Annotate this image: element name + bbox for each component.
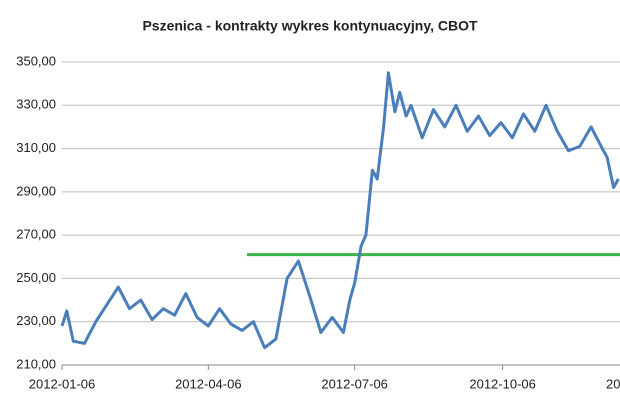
data-line (60, 71, 620, 350)
x-tick-label: 2012-01-06 (29, 376, 96, 391)
x-tick-label: 20 (606, 376, 620, 391)
y-tick-label: 210,00 (16, 356, 56, 371)
x-tick-label: 2012-07-06 (321, 376, 388, 391)
y-tick-label: 330,00 (16, 97, 56, 112)
x-tick-label: 2012-04-06 (175, 376, 242, 391)
y-tick-label: 350,00 (16, 53, 56, 68)
y-tick-label: 290,00 (16, 183, 56, 198)
y-tick-label: 230,00 (16, 313, 56, 328)
y-tick-label: 310,00 (16, 140, 56, 155)
chart-title: Pszenica - kontrakty wykres kontynuacyjn… (142, 18, 478, 34)
y-tick-label: 250,00 (16, 270, 56, 285)
x-tick-label: 2012-10-06 (469, 376, 536, 391)
y-tick-label: 270,00 (16, 227, 56, 242)
